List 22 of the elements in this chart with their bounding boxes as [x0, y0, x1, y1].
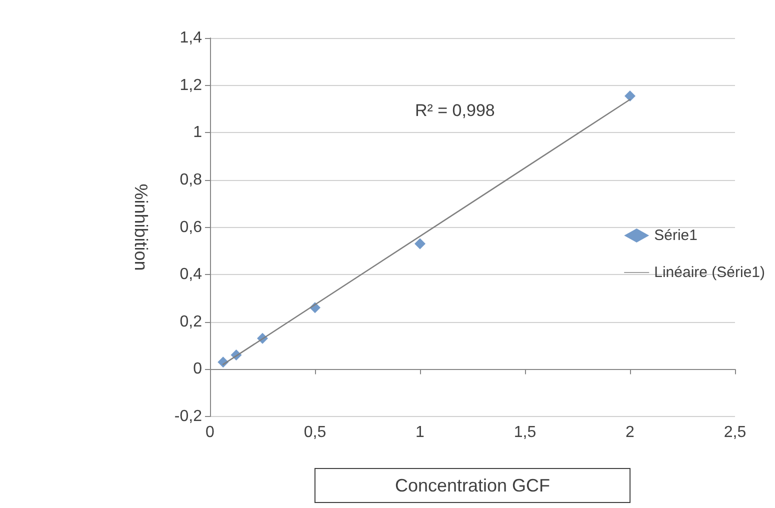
point: [624, 90, 636, 102]
annotation: R² = 0,998: [415, 101, 495, 120]
x-axis-title: Concentration GCF: [394, 476, 550, 496]
y-tick-label: 0: [193, 360, 202, 378]
x-tick-label: 2: [626, 424, 635, 441]
y-tick-label: 1: [193, 124, 202, 142]
y-tick-label: 1,4: [180, 30, 202, 46]
x-tick-label: 0,5: [304, 424, 326, 441]
y-tick-label: 0,6: [180, 218, 202, 236]
y-tick-label: -0,2: [174, 408, 202, 425]
y-tick-label: 0,2: [180, 313, 202, 330]
x-tick-label: 2,5: [724, 424, 746, 441]
y-axis-title: %inhibition: [131, 184, 151, 271]
x-tick-label: 0: [206, 424, 215, 441]
y-tick-label: 0,8: [180, 171, 202, 188]
x-tick-label: 1,5: [514, 424, 536, 441]
y-tick-label: 1,2: [180, 76, 202, 94]
legend-label: Série1: [654, 227, 698, 244]
point: [414, 238, 426, 250]
y-tick-label: 0,4: [180, 266, 202, 284]
x-tick-label: 1: [416, 424, 425, 441]
legend-label: Linéaire (Série1): [654, 264, 766, 281]
